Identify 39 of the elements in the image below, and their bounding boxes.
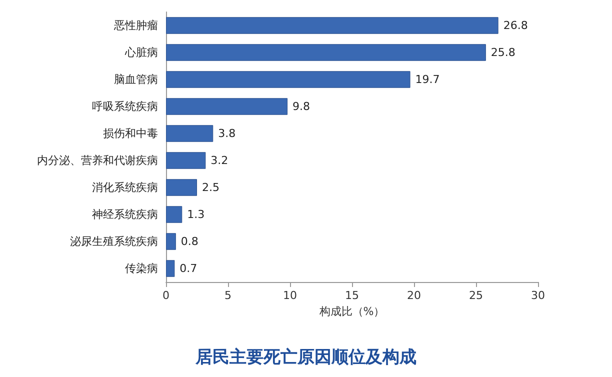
x-tick-label: 15 <box>345 289 359 302</box>
y-tick-label: 神经系统疾病 <box>92 208 158 221</box>
x-tick-label: 20 <box>407 289 421 302</box>
x-tick-label: 25 <box>469 289 483 302</box>
bar <box>166 206 182 223</box>
data-label: 1.3 <box>187 208 205 221</box>
data-label: 25.8 <box>490 46 516 59</box>
data-label: 3.8 <box>218 127 236 140</box>
y-tick-label: 消化系统疾病 <box>92 181 158 194</box>
bar <box>166 233 176 250</box>
data-label: 19.7 <box>415 73 440 86</box>
y-tick-label: 损伤和中毒 <box>103 127 158 140</box>
x-tick-label: 5 <box>224 289 232 302</box>
x-tick-label: 30 <box>531 289 545 302</box>
data-label: 2.5 <box>202 181 220 194</box>
x-axis-title: 构成比（%） <box>318 305 385 318</box>
y-tick-label: 传染病 <box>125 262 158 275</box>
bar <box>166 125 214 142</box>
data-label: 9.8 <box>292 100 310 113</box>
bar <box>166 17 498 34</box>
bar <box>166 98 288 115</box>
data-label: 0.8 <box>180 235 198 248</box>
y-tick-label: 脑血管病 <box>114 73 158 86</box>
text: 居民主要死亡原因顺位及构成 <box>194 348 416 368</box>
bar <box>166 260 175 277</box>
bar <box>166 44 486 61</box>
data-label: 26.8 <box>503 19 528 32</box>
y-tick-label: 内分泌、营养和代谢疾病 <box>37 154 158 167</box>
y-tick-label: 呼吸系统疾病 <box>92 100 158 113</box>
bar <box>166 179 197 196</box>
y-tick-label: 心脏病 <box>124 46 158 59</box>
data-label: 3.2 <box>210 154 228 167</box>
data-label: 0.7 <box>180 262 198 275</box>
bar <box>166 152 206 169</box>
x-tick-label: 10 <box>283 289 297 302</box>
y-tick-label: 泌尿生殖系统疾病 <box>70 235 158 248</box>
y-tick-label: 恶性肿瘤 <box>113 19 158 32</box>
bar <box>166 71 410 88</box>
x-tick-label: 0 <box>162 289 170 302</box>
